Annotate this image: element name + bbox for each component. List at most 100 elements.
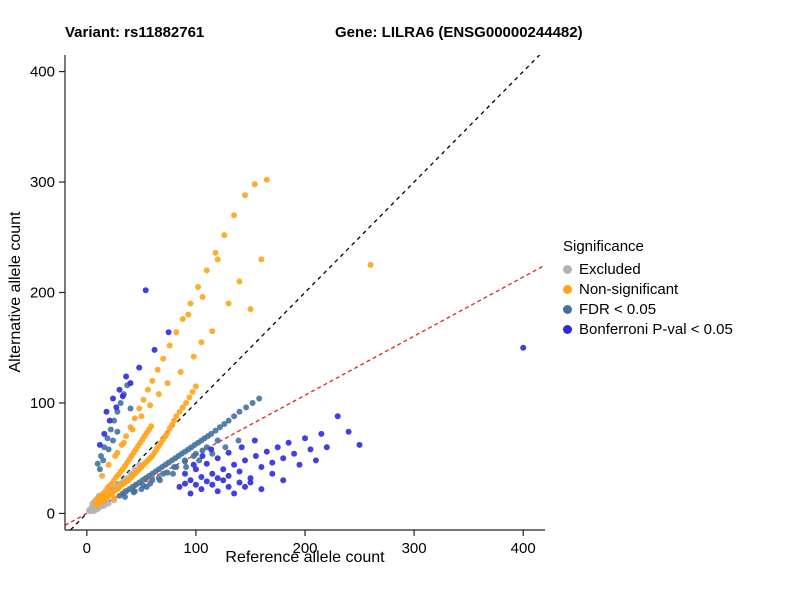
data-point[interactable]	[99, 472, 106, 479]
data-point[interactable]	[198, 486, 205, 493]
data-point[interactable]	[113, 404, 120, 411]
data-point[interactable]	[323, 444, 330, 451]
data-point[interactable]	[280, 455, 287, 462]
data-point[interactable]	[173, 413, 180, 420]
data-point[interactable]	[203, 460, 210, 467]
data-point[interactable]	[274, 444, 281, 451]
data-point[interactable]	[258, 464, 265, 470]
data-point[interactable]	[168, 422, 175, 429]
data-point[interactable]	[247, 479, 254, 486]
data-point[interactable]	[138, 413, 145, 420]
data-point[interactable]	[143, 483, 150, 490]
data-point[interactable]	[221, 232, 228, 239]
data-point[interactable]	[231, 490, 238, 497]
data-point[interactable]	[263, 448, 270, 455]
data-point[interactable]	[221, 421, 228, 427]
data-point[interactable]	[236, 468, 243, 475]
data-point[interactable]	[114, 428, 121, 435]
data-point[interactable]	[263, 176, 270, 183]
data-point[interactable]	[177, 369, 184, 375]
data-point[interactable]	[345, 428, 352, 435]
data-point[interactable]	[199, 447, 206, 454]
data-point[interactable]	[187, 300, 194, 307]
data-point[interactable]	[116, 386, 123, 393]
data-point[interactable]	[127, 380, 134, 387]
legend-item[interactable]: Excluded	[563, 261, 733, 278]
data-point[interactable]	[111, 417, 118, 424]
data-point[interactable]	[119, 393, 126, 400]
data-point[interactable]	[296, 461, 303, 468]
data-point[interactable]	[164, 469, 171, 476]
data-point[interactable]	[208, 446, 215, 453]
data-point[interactable]	[195, 284, 202, 290]
data-point[interactable]	[231, 461, 238, 468]
data-point[interactable]	[176, 483, 183, 490]
data-point[interactable]	[129, 426, 136, 433]
data-point[interactable]	[208, 430, 215, 437]
data-point[interactable]	[209, 328, 216, 335]
data-point[interactable]	[122, 493, 128, 500]
data-point[interactable]	[258, 256, 265, 263]
data-point[interactable]	[196, 457, 203, 464]
data-point[interactable]	[140, 396, 147, 403]
data-point[interactable]	[231, 212, 238, 219]
data-point[interactable]	[131, 415, 138, 422]
data-point[interactable]	[198, 474, 205, 480]
data-point[interactable]	[165, 329, 172, 336]
data-point[interactable]	[280, 477, 287, 484]
data-point[interactable]	[214, 455, 221, 462]
data-point[interactable]	[251, 181, 258, 188]
data-point[interactable]	[242, 483, 248, 490]
data-point[interactable]	[302, 435, 308, 442]
data-point[interactable]	[173, 329, 180, 336]
data-point[interactable]	[238, 444, 245, 451]
data-point[interactable]	[182, 470, 188, 477]
data-point[interactable]	[334, 413, 341, 420]
data-point[interactable]	[247, 475, 254, 482]
data-point[interactable]	[212, 249, 219, 256]
data-point[interactable]	[285, 439, 292, 446]
legend-item[interactable]: Non-significant	[563, 281, 733, 298]
legend-item[interactable]: FDR < 0.05	[563, 301, 733, 318]
data-point[interactable]	[192, 383, 199, 390]
data-point[interactable]	[225, 449, 232, 456]
data-point[interactable]	[199, 293, 206, 300]
data-point[interactable]	[307, 446, 314, 453]
data-point[interactable]	[258, 486, 265, 493]
data-point[interactable]	[183, 400, 190, 406]
data-point[interactable]	[147, 402, 154, 409]
data-point[interactable]	[189, 388, 196, 395]
data-point[interactable]	[242, 192, 248, 199]
data-point[interactable]	[120, 439, 127, 446]
data-point[interactable]	[105, 500, 112, 507]
data-point[interactable]	[243, 404, 250, 411]
data-point[interactable]	[160, 355, 167, 362]
data-point[interactable]	[312, 457, 319, 464]
data-point[interactable]	[173, 464, 180, 470]
data-point[interactable]	[220, 466, 227, 473]
data-point[interactable]	[209, 470, 216, 477]
data-point[interactable]	[367, 261, 374, 268]
data-point[interactable]	[136, 405, 143, 412]
data-point[interactable]	[225, 483, 232, 490]
data-point[interactable]	[106, 417, 113, 424]
data-point[interactable]	[198, 339, 205, 346]
data-point[interactable]	[130, 489, 137, 496]
data-point[interactable]	[107, 426, 114, 433]
data-point[interactable]	[117, 400, 124, 406]
data-point[interactable]	[212, 427, 219, 434]
data-point[interactable]	[236, 479, 243, 486]
data-point[interactable]	[151, 346, 158, 353]
data-point[interactable]	[123, 373, 130, 380]
data-point[interactable]	[209, 481, 216, 488]
data-point[interactable]	[110, 395, 116, 402]
data-point[interactable]	[203, 267, 210, 274]
data-point[interactable]	[269, 470, 276, 477]
data-point[interactable]	[214, 488, 221, 495]
data-point[interactable]	[104, 435, 111, 442]
data-point[interactable]	[182, 458, 188, 465]
data-point[interactable]	[356, 441, 363, 448]
data-point[interactable]	[220, 477, 227, 484]
data-point[interactable]	[249, 400, 256, 406]
data-point[interactable]	[242, 457, 248, 464]
